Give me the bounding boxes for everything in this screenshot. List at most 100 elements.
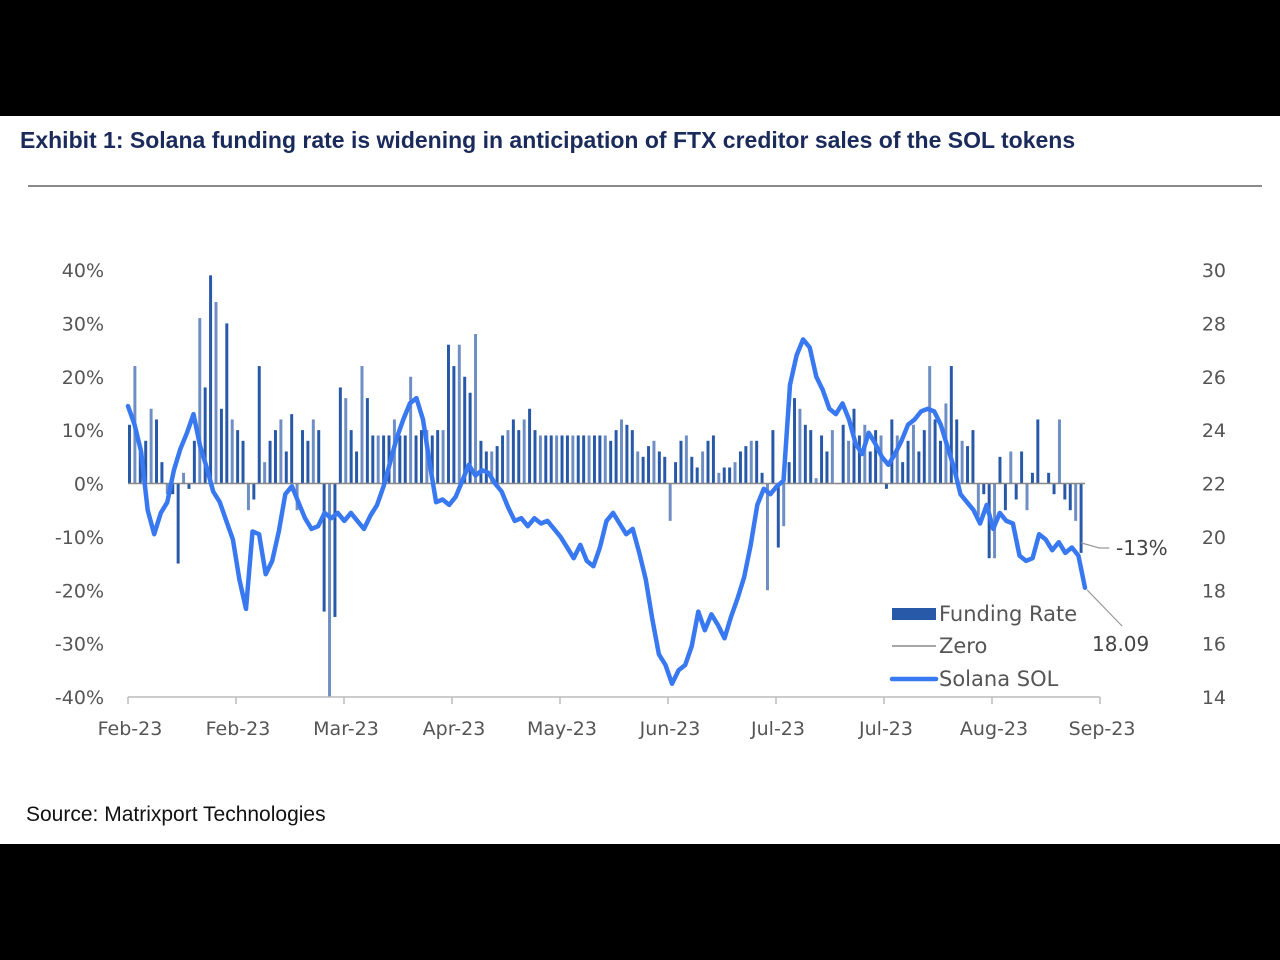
funding-rate-bar [825,451,829,484]
right-tick-label: 18 [1202,580,1226,602]
funding-rate-bar [128,424,131,484]
funding-rate-bar [1020,451,1024,484]
right-tick-label: 16 [1202,634,1226,656]
right-tick-label: 24 [1202,420,1226,442]
funding-rate-bar [322,483,326,612]
funding-rate-bar [798,408,802,484]
funding-rate-bar [717,472,721,484]
chart-annotations: -13% 18.09 [1081,536,1168,656]
funding-rate-bar [1025,483,1029,511]
source-note: Source: Matrixport Technologies [26,803,326,826]
funding-rate-bar [641,456,645,484]
funding-rate-bar [344,398,348,484]
funding-rate-bar [165,483,169,495]
right-tick-label: 14 [1202,687,1226,709]
funding-rate-bar [679,440,683,484]
funding-rate-bar [447,344,450,484]
funding-rate-bar [766,483,769,591]
funding-rate-bar [841,424,845,484]
funding-rate-bar [755,440,759,484]
funding-rate-bar [928,366,932,484]
funding-rate-bar [176,483,180,564]
funding-rate-bar [263,462,267,484]
funding-rate-bar [971,430,975,484]
funding-rate-bar [571,435,575,484]
funding-rate-bar [906,440,910,484]
funding-rate-bar [225,323,229,484]
funding-rate-bar [522,419,526,484]
funding-rate-bar [490,451,494,484]
funding-rate-bar [1009,451,1013,484]
funding-rate-bar [171,483,175,495]
funding-rate-bar [933,419,937,484]
funding-rate-bar [939,440,942,484]
funding-rate-bar [863,424,867,484]
funding-rate-bar [511,419,515,484]
left-tick-label: 10% [62,420,104,442]
x-tick-label: Jul-23 [858,718,913,740]
funding-rate-bar [1063,483,1067,500]
funding-rate-bar [441,430,445,484]
legend-label: Funding Rate [939,602,1077,626]
funding-rate-bar [982,483,986,495]
funding-rate-bar [1030,472,1034,484]
funding-rate-bar [284,451,288,484]
funding-rate-bar [614,430,618,484]
funding-rate-bar [868,451,872,484]
funding-rate-bar [236,430,240,484]
funding-rate-bar [636,451,640,484]
left-tick-label: -40% [55,687,104,709]
legend-label: Solana SOL [939,667,1059,691]
funding-rate-bar [809,430,813,484]
funding-rate-bar [911,424,915,484]
funding-rate-bar [198,318,202,484]
funding-rate-bar [1074,483,1078,521]
funding-rate-bar [895,435,899,484]
funding-rate-bar [976,483,980,516]
funding-rate-bar [409,376,413,484]
funding-rate-bar [663,456,667,484]
funding-rate-bar [484,451,488,484]
funding-rate-bar [187,483,191,489]
funding-rate-bar [349,430,353,484]
funding-rate-bar [155,419,158,484]
funding-rate-bar [847,440,851,484]
funding-rate-bar [793,398,796,484]
funding-rate-bar [820,435,824,484]
funding-rate-bar [252,483,256,500]
left-tick-label: 40% [62,260,104,282]
legend-label: Zero [939,634,987,658]
funding-rate-bar [544,435,548,484]
funding-rate-bar [328,483,332,697]
funding-rate-bar [1057,419,1061,484]
funding-rate-bar [722,467,726,484]
funding-rate-bar [582,435,586,484]
funding-rate-bar [436,430,440,484]
funding-rate-bar [457,344,461,484]
chart-panel [0,116,1280,844]
funding-rate-bar [830,430,834,484]
funding-rate-bar [203,387,207,484]
funding-rate-bar [701,451,705,484]
funding-rate-bar [474,334,477,484]
legend-swatch-funding-rate [892,608,936,620]
funding-rate-bar [360,366,364,484]
funding-rate-bar [365,398,369,484]
funding-rate-bar [874,430,878,484]
funding-rate-bar [506,430,510,484]
funding-rate-bar [776,483,780,548]
chart-legend: Funding Rate Zero Solana SOL [889,602,1077,691]
left-tick-label: 0% [74,474,104,496]
funding-rate-bar [279,419,283,484]
right-tick-label: 20 [1202,527,1226,549]
funding-rate-bar [674,462,678,484]
x-tick-label: Feb-23 [206,718,271,740]
funding-rate-bar [355,451,359,484]
x-tick-label: Apr-23 [423,718,486,740]
funding-rate-bar [625,424,629,484]
left-tick-label: 30% [62,313,104,335]
funding-rate-bar [652,440,656,484]
chart-title: Exhibit 1: Solana funding rate is wideni… [20,127,1076,153]
x-tick-label: Aug-23 [960,718,1028,740]
funding-rate-bar [230,419,234,484]
